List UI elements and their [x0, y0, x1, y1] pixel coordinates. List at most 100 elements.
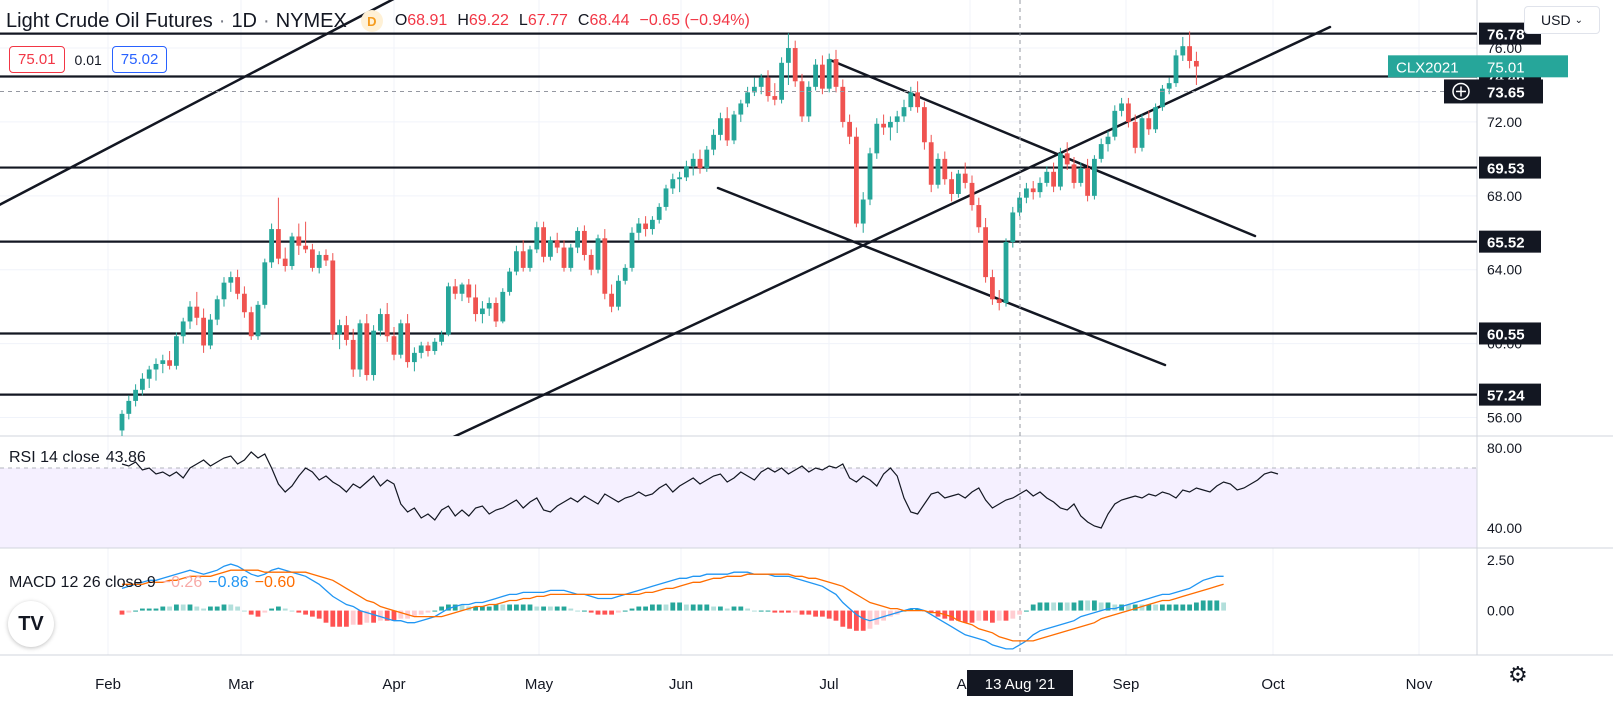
candle	[541, 221, 546, 263]
candle-body	[235, 277, 240, 294]
price-change: −0.65 (−0.94%)	[639, 12, 750, 29]
macd-histogram-bar	[588, 610, 594, 613]
candle-body	[1071, 164, 1077, 183]
candle-body	[310, 249, 315, 268]
candle-body	[378, 314, 383, 331]
candle	[622, 264, 628, 285]
candle	[888, 116, 893, 141]
candle	[534, 221, 540, 254]
macd-histogram-bar	[704, 604, 710, 611]
macd-histogram-bar	[1064, 602, 1070, 611]
macd-histogram-bar	[568, 608, 574, 611]
macd-histogram-bar	[221, 604, 227, 611]
candle-body	[160, 360, 166, 364]
candle-body	[1037, 182, 1043, 193]
candle	[609, 284, 614, 313]
buy-button[interactable]: 75.02	[111, 46, 168, 73]
macd-histogram-bar	[643, 606, 648, 611]
macd-histogram-bar	[1030, 604, 1036, 611]
time-axis-label: Jun	[669, 676, 693, 693]
candle-body	[1078, 168, 1084, 183]
macd-histogram-bar	[384, 610, 390, 621]
candle	[439, 330, 444, 346]
macd-histogram-bar	[656, 604, 662, 611]
macd-histogram-bar	[1010, 610, 1016, 619]
candle	[650, 216, 655, 235]
candle-body	[969, 182, 975, 206]
macd-histogram-bar	[874, 610, 880, 625]
candle	[140, 373, 145, 396]
macd-histogram-bar	[364, 610, 370, 623]
candle-body	[446, 286, 451, 335]
candle-body	[786, 48, 791, 63]
candle-body	[418, 345, 424, 353]
tradingview-logo-icon[interactable]: TV	[8, 601, 54, 647]
price-tick-label: 72.00	[1487, 114, 1522, 130]
currency-select[interactable]: USD ⌄	[1524, 6, 1600, 34]
chevron-down-icon: ⌄	[1574, 14, 1583, 26]
macd-histogram-bar	[1098, 602, 1104, 611]
settings-gear-icon[interactable]: ⚙	[1508, 662, 1528, 687]
candle	[425, 341, 431, 357]
candle-body	[1119, 103, 1124, 111]
macd-histogram-bar	[575, 610, 580, 612]
macd-histogram-bar	[833, 610, 839, 621]
candle	[350, 328, 356, 377]
candle	[1044, 166, 1050, 187]
time-axis-label: Apr	[382, 676, 405, 693]
macd-histogram-bar	[500, 604, 506, 611]
level-price-tag-text: 57.24	[1487, 388, 1525, 405]
time-axis-label: Mar	[228, 676, 254, 693]
rsi-legend[interactable]: RSI 14 close 43.86	[9, 449, 146, 467]
candle	[752, 77, 757, 97]
candle	[1078, 162, 1084, 187]
candle-body	[779, 62, 784, 100]
macd-histogram-bar	[303, 610, 308, 615]
macd-histogram-bar	[752, 610, 757, 612]
macd-histogram-bar	[527, 604, 533, 611]
candle	[1119, 97, 1124, 117]
macd-legend[interactable]: MACD 12 26 close 9 −0.26 −0.86 −0.60	[9, 574, 295, 592]
macd-histogram-bar	[697, 604, 703, 611]
symbol-title[interactable]: Light Crude Oil Futures	[6, 9, 213, 32]
candle-body	[1085, 168, 1090, 196]
candle-body	[391, 336, 397, 355]
candle	[867, 147, 873, 206]
candle-body	[344, 325, 349, 340]
candle-body	[826, 59, 832, 89]
candle-body	[1098, 144, 1104, 159]
candle	[1098, 138, 1104, 163]
macd-histogram-bar	[398, 610, 404, 619]
macd-histogram-bar	[1024, 610, 1029, 612]
candle-body	[534, 227, 540, 250]
candle	[1010, 206, 1016, 248]
candle-body	[1126, 103, 1131, 122]
macd-histogram-bar	[119, 610, 125, 615]
macd-histogram-bar	[459, 604, 465, 611]
candle	[153, 358, 159, 381]
macd-histogram-bar	[949, 610, 954, 621]
interval-label[interactable]: 1D	[231, 9, 258, 32]
candle	[670, 173, 676, 194]
macd-histogram-bar	[412, 610, 417, 617]
macd-histogram-bar	[609, 610, 614, 615]
candle	[704, 145, 710, 172]
delayed-data-badge[interactable]: D	[360, 10, 383, 32]
ohlc-open: O68.91	[394, 12, 448, 29]
macd-histogram-bar	[1160, 604, 1165, 611]
level-price-tag-text: 65.52	[1487, 235, 1525, 252]
macd-histogram-bar	[541, 606, 546, 611]
sell-button[interactable]: 75.01	[9, 46, 65, 73]
candle-body	[758, 77, 764, 87]
candle	[364, 314, 370, 381]
candle	[854, 127, 859, 228]
macd-histogram-bar	[602, 610, 608, 615]
candle-body	[833, 59, 839, 87]
candle	[1085, 158, 1090, 202]
candle	[629, 227, 635, 272]
candle	[500, 288, 506, 324]
level-price-tag	[1479, 322, 1541, 345]
candle	[826, 53, 832, 93]
macd-histogram-bar	[813, 610, 818, 617]
